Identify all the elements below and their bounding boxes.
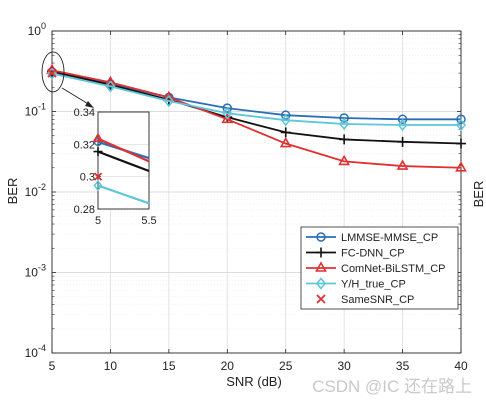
x-tick-label: 35	[396, 359, 410, 373]
y-tick-label: 100	[28, 21, 46, 38]
legend-label-fc-dnn-cp: FC-DNN_CP	[341, 248, 405, 260]
data-point-y-h-true-cp	[222, 107, 233, 120]
data-point-y-h-true-cp	[339, 117, 350, 131]
x-tick-label: 30	[337, 359, 351, 373]
data-point-lmmse-mmse-cp	[280, 110, 291, 120]
main-series	[46, 63, 467, 172]
data-point-y-h-true-cp	[105, 80, 116, 93]
x-tick-label: 40	[454, 359, 468, 373]
data-point-fc-dnn-cp	[397, 136, 408, 147]
legend-label-comnet-bilstm-cp: ComNet-BiLSTM_CP	[341, 263, 446, 275]
data-point-comnet-bilstm-cp	[455, 161, 467, 172]
y-tick-label: 10-2	[25, 182, 46, 199]
inset-y-tick-label: 0.32	[74, 139, 95, 151]
inset-x-tick-label: 5.5	[141, 215, 156, 227]
inset-data-point-comnet-bilstm-cp	[92, 132, 104, 142]
data-point-y-h-true-cp	[280, 113, 291, 127]
legend: LMMSE-MMSE_CP FC-DNN_CP ComNet-BiLSTM_CP Y/…	[300, 226, 459, 310]
legend-marker-samesnr-cp	[316, 294, 326, 304]
inset-y-tick-label: 0.34	[74, 107, 95, 119]
data-point-lmmse-mmse-cp	[456, 114, 466, 125]
inset-data-point-samesnr-cp	[93, 172, 103, 181]
legend-marker-y-h-true-cp	[316, 277, 326, 290]
data-point-y-h-true-cp	[47, 67, 57, 80]
zoom-callout	[41, 51, 94, 108]
series-line-comnet-bilstm-cp	[51, 69, 462, 169]
main-axes: 5 10 15 20 25 30 35 40 100 10-1 10-2 10-3 10-4	[25, 21, 468, 373]
legend-marker-comnet-bilstm-cp	[315, 261, 327, 272]
inset-series-line-y-h-true-cp	[97, 184, 150, 205]
data-point-comnet-bilstm-cp	[279, 136, 292, 148]
data-point-comnet-bilstm-cp	[104, 75, 117, 87]
x-tick-label: 25	[279, 359, 293, 373]
data-point-fc-dnn-cp	[339, 134, 350, 145]
data-point-lmmse-mmse-cp	[339, 113, 349, 123]
inset-series-line-fc-dnn-cp	[97, 150, 150, 173]
legend-marker-fc-dnn-cp	[316, 247, 326, 258]
watermark: CSDN @IC 还在路上	[312, 377, 472, 396]
x-tick-label: 5	[49, 359, 56, 373]
data-point-samesnr-cp	[47, 68, 57, 78]
data-point-comnet-bilstm-cp	[338, 154, 351, 166]
data-point-y-h-true-cp	[456, 118, 466, 132]
inset-series-line-comnet-bilstm-cp	[97, 137, 150, 163]
inset-y-tick-label: 0.28	[74, 204, 95, 216]
inset-x-tick-label: 5	[95, 215, 101, 227]
data-point-fc-dnn-cp	[456, 138, 466, 149]
legend-label-lmmse-mmse-cp: LMMSE-MMSE_CP	[341, 232, 438, 244]
data-point-comnet-bilstm-cp	[396, 159, 409, 170]
y-axis-label: BER	[5, 178, 20, 205]
legend-label-y-h-true-cp: Y/H_true_CP	[341, 279, 406, 291]
data-point-y-h-true-cp	[163, 94, 174, 108]
y-tick-label: 10-4	[25, 343, 46, 360]
data-point-lmmse-mmse-cp	[222, 103, 233, 113]
legend-label-samesnr-cp: SameSNR_CP	[341, 294, 414, 306]
y-tick-label: 10-1	[25, 102, 46, 119]
data-point-lmmse-mmse-cp	[397, 114, 408, 125]
inset-data-point-y-h-true-cp	[93, 179, 103, 192]
data-point-comnet-bilstm-cp	[221, 112, 234, 124]
zoom-arrow-line	[61, 87, 91, 106]
x-tick-label: 15	[162, 359, 176, 373]
series-line-fc-dnn-cp	[51, 70, 462, 145]
x-tick-label: 20	[221, 359, 235, 373]
zoom-arrow-head	[85, 101, 94, 108]
inset-y-tick-label: 0.3	[80, 172, 95, 184]
legend-marker-lmmse-mmse-cp	[316, 232, 326, 242]
data-point-y-h-true-cp	[397, 118, 408, 132]
x-tick-label: 10	[104, 359, 118, 373]
y-tick-label: 10-3	[25, 263, 46, 280]
data-point-fc-dnn-cp	[280, 127, 291, 138]
x-axis-label: SNR (dB)	[226, 374, 282, 389]
series-line-y-h-true-cp	[51, 72, 461, 126]
inset-plot: 0.34 0.32 0.3 0.285 5.5	[74, 107, 157, 227]
series-line-lmmse-mmse-cp	[51, 71, 461, 121]
zoom-ellipse	[41, 51, 65, 93]
inset-data-point-fc-dnn-cp	[93, 147, 103, 157]
y-axis-label-right: BER	[471, 181, 486, 208]
